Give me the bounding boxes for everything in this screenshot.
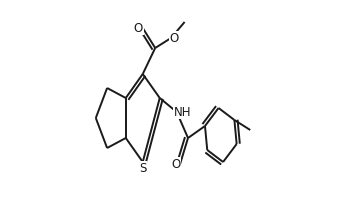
Text: O: O (171, 157, 180, 170)
Text: O: O (134, 22, 143, 34)
Text: O: O (170, 31, 179, 45)
Text: NH: NH (174, 106, 191, 118)
Text: S: S (139, 162, 146, 174)
